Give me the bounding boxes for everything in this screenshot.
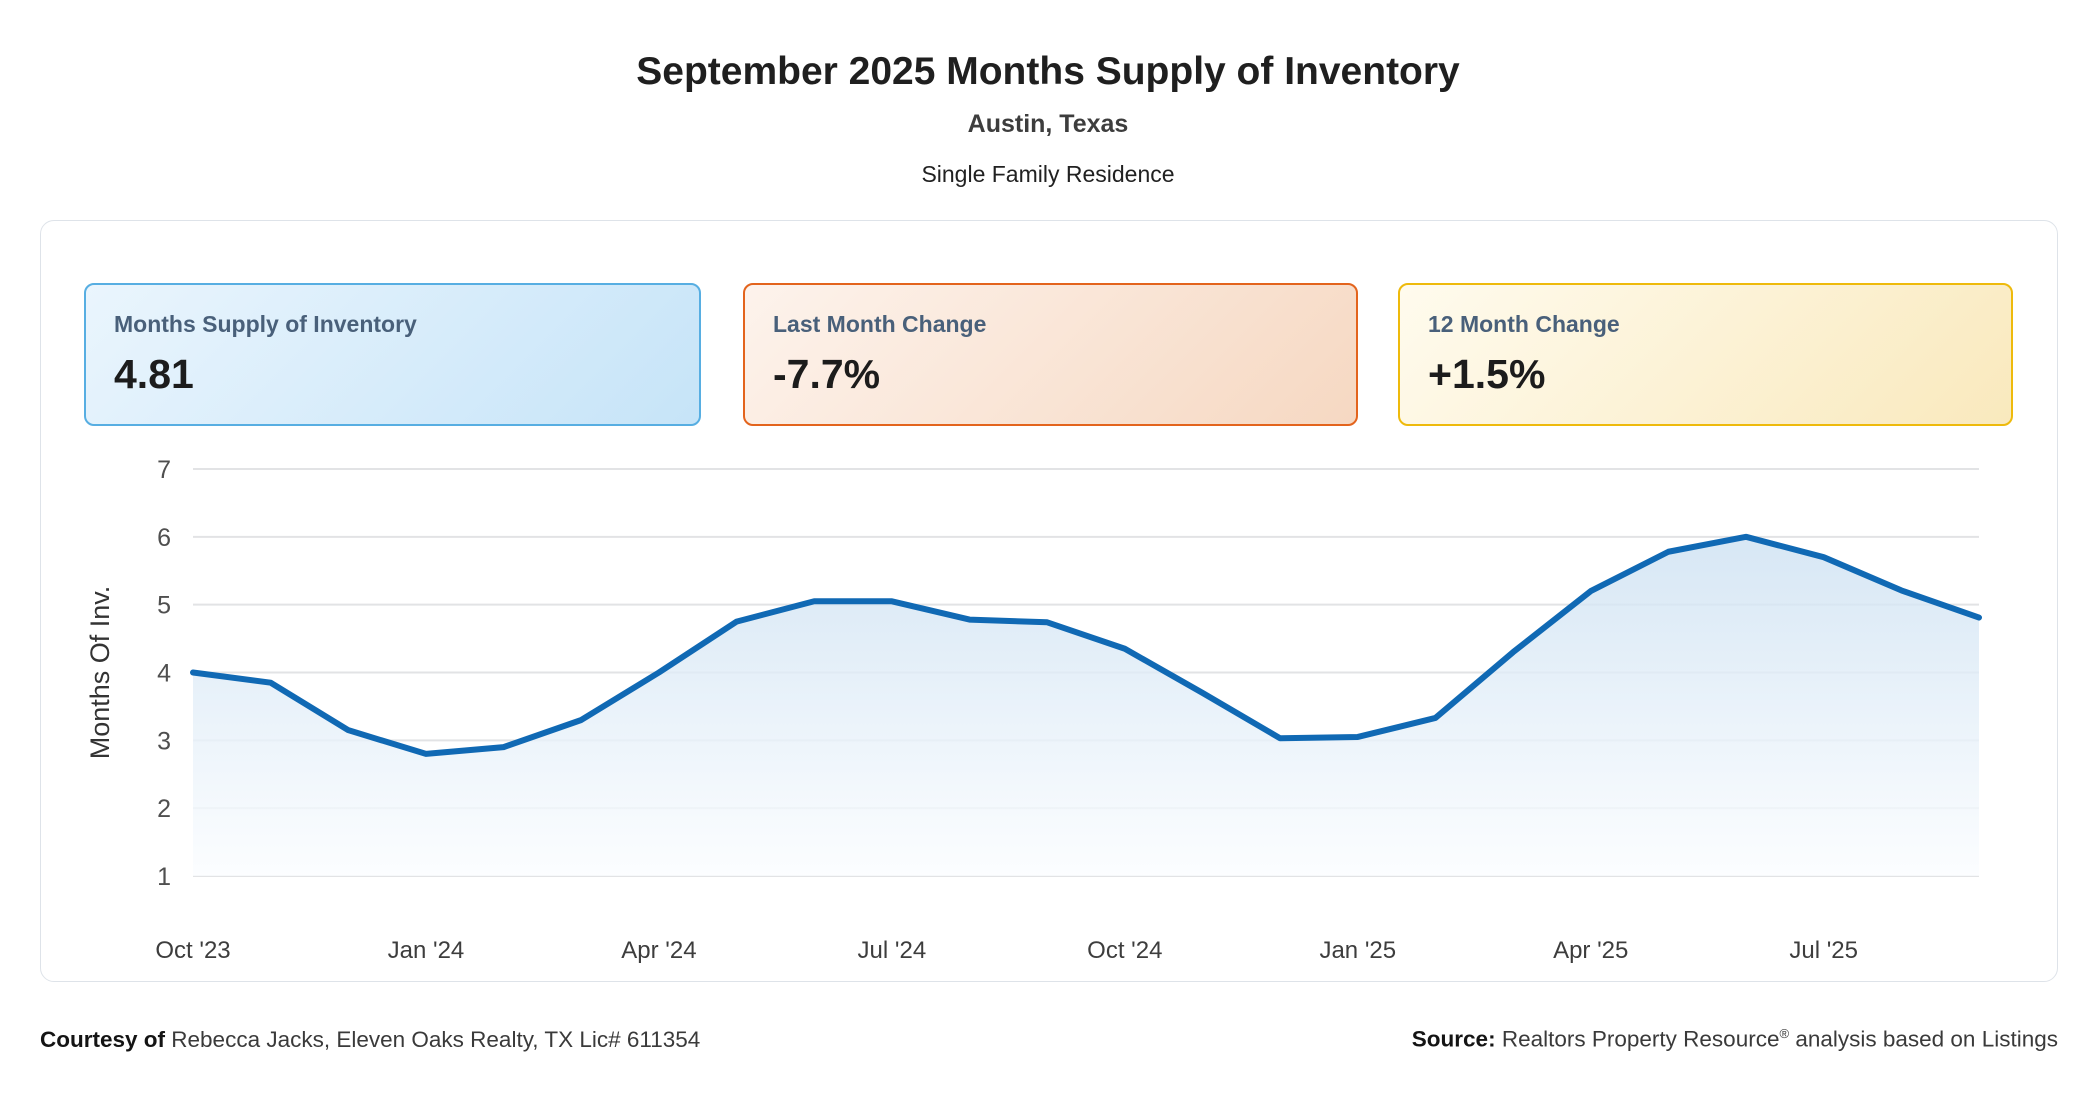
stat-card-months-supply: Months Supply of Inventory 4.81 [84, 283, 701, 426]
stat-card-last-month-change: Last Month Change -7.7% [743, 283, 1358, 426]
svg-text:5: 5 [157, 592, 171, 620]
svg-text:Oct '24: Oct '24 [1087, 937, 1162, 964]
property-type-subtitle: Single Family Residence [921, 161, 1175, 187]
svg-text:Jul '24: Jul '24 [858, 937, 927, 964]
page-title: September 2025 Months Supply of Inventor… [636, 50, 1460, 93]
svg-text:Apr '24: Apr '24 [621, 937, 696, 964]
svg-text:7: 7 [157, 456, 171, 484]
stat-label: Months Supply of Inventory [114, 311, 417, 337]
svg-text:Months Of Inv.: Months Of Inv. [85, 586, 115, 760]
stat-label: Last Month Change [773, 311, 987, 337]
footer: Courtesy of Rebecca Jacks, Eleven Oaks R… [40, 1026, 2058, 1053]
svg-text:Apr '25: Apr '25 [1553, 937, 1628, 964]
courtesy-text: Courtesy of Rebecca Jacks, Eleven Oaks R… [40, 1026, 701, 1052]
inventory-line-chart: 1 2 3 4 5 6 7 Oct '23 Jan '24 Apr '24 Jul '24 Oct '… [85, 456, 1982, 964]
svg-text:Jan '24: Jan '24 [388, 937, 465, 964]
stat-card-twelve-month-change: 12 Month Change +1.5% [1398, 283, 2013, 426]
svg-text:Oct '23: Oct '23 [155, 937, 230, 964]
chart-card: Months Supply of Inventory 4.81 Last Mon… [40, 220, 2058, 982]
svg-text:3: 3 [157, 727, 171, 755]
svg-text:6: 6 [157, 524, 171, 552]
svg-text:Jul '25: Jul '25 [1789, 937, 1858, 964]
stat-value: +1.5% [1428, 351, 1546, 397]
stat-value: 4.81 [114, 351, 194, 397]
svg-text:4: 4 [157, 660, 171, 688]
location-subtitle: Austin, Texas [967, 110, 1129, 138]
svg-text:Jan '25: Jan '25 [1319, 937, 1396, 964]
stat-label: 12 Month Change [1428, 311, 1620, 337]
stat-value: -7.7% [773, 351, 881, 397]
svg-text:2: 2 [157, 795, 171, 823]
svg-text:1: 1 [157, 863, 171, 891]
source-text: Source: Realtors Property Resource® anal… [1411, 1026, 2058, 1052]
